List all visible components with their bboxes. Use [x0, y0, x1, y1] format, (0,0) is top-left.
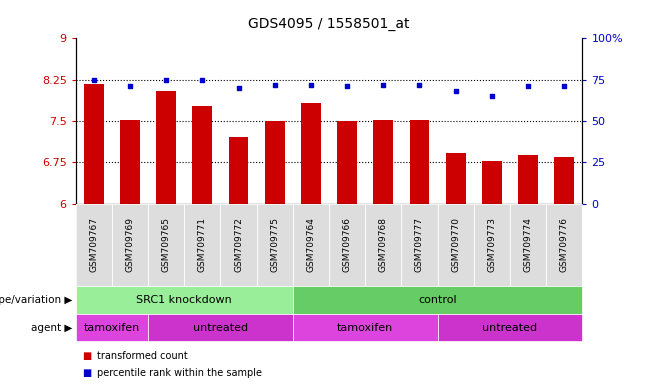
Text: tamoxifen: tamoxifen	[84, 323, 140, 333]
Point	[233, 85, 243, 91]
Text: agent ▶: agent ▶	[31, 323, 72, 333]
Text: GSM709773: GSM709773	[488, 217, 496, 272]
Text: untreated: untreated	[482, 323, 538, 333]
Bar	[445, 153, 466, 204]
Text: GSM709765: GSM709765	[162, 217, 170, 272]
Text: tamoxifen: tamoxifen	[337, 323, 393, 333]
Text: GSM709776: GSM709776	[560, 217, 569, 272]
Text: GSM709769: GSM709769	[126, 217, 134, 272]
Point	[124, 83, 136, 89]
Bar	[301, 103, 321, 204]
Bar	[228, 137, 249, 204]
Point	[486, 93, 497, 99]
Text: control: control	[418, 295, 457, 305]
Text: GSM709772: GSM709772	[234, 217, 243, 272]
Text: GSM709771: GSM709771	[198, 217, 207, 272]
Point	[161, 76, 171, 83]
Point	[342, 83, 353, 89]
Text: GSM709775: GSM709775	[270, 217, 279, 272]
Point	[270, 81, 280, 88]
Bar	[84, 84, 104, 204]
Text: GSM709768: GSM709768	[379, 217, 388, 272]
Text: genotype/variation ▶: genotype/variation ▶	[0, 295, 72, 305]
Point	[522, 83, 533, 89]
Text: ■: ■	[82, 368, 91, 378]
Point	[378, 81, 388, 88]
Text: GSM709766: GSM709766	[343, 217, 351, 272]
Bar	[409, 120, 430, 204]
Bar	[373, 120, 393, 204]
Bar	[120, 120, 140, 204]
Point	[88, 76, 99, 83]
Point	[559, 83, 570, 89]
Bar	[518, 155, 538, 204]
Point	[450, 88, 461, 94]
Point	[415, 81, 425, 88]
Bar	[265, 121, 285, 204]
Bar	[554, 157, 574, 204]
Text: percentile rank within the sample: percentile rank within the sample	[97, 368, 262, 378]
Bar	[482, 161, 502, 204]
Text: GSM709770: GSM709770	[451, 217, 460, 272]
Text: untreated: untreated	[193, 323, 248, 333]
Text: transformed count: transformed count	[97, 351, 188, 361]
Bar	[156, 91, 176, 204]
Text: GSM709774: GSM709774	[524, 217, 532, 272]
Text: SRC1 knockdown: SRC1 knockdown	[136, 295, 232, 305]
Text: GDS4095 / 1558501_at: GDS4095 / 1558501_at	[248, 17, 410, 31]
Point	[197, 76, 207, 83]
Point	[305, 81, 316, 88]
Text: GSM709777: GSM709777	[415, 217, 424, 272]
Bar	[337, 121, 357, 204]
Bar	[192, 106, 213, 204]
Text: ■: ■	[82, 351, 91, 361]
Text: GSM709764: GSM709764	[307, 217, 315, 272]
Text: GSM709767: GSM709767	[89, 217, 98, 272]
